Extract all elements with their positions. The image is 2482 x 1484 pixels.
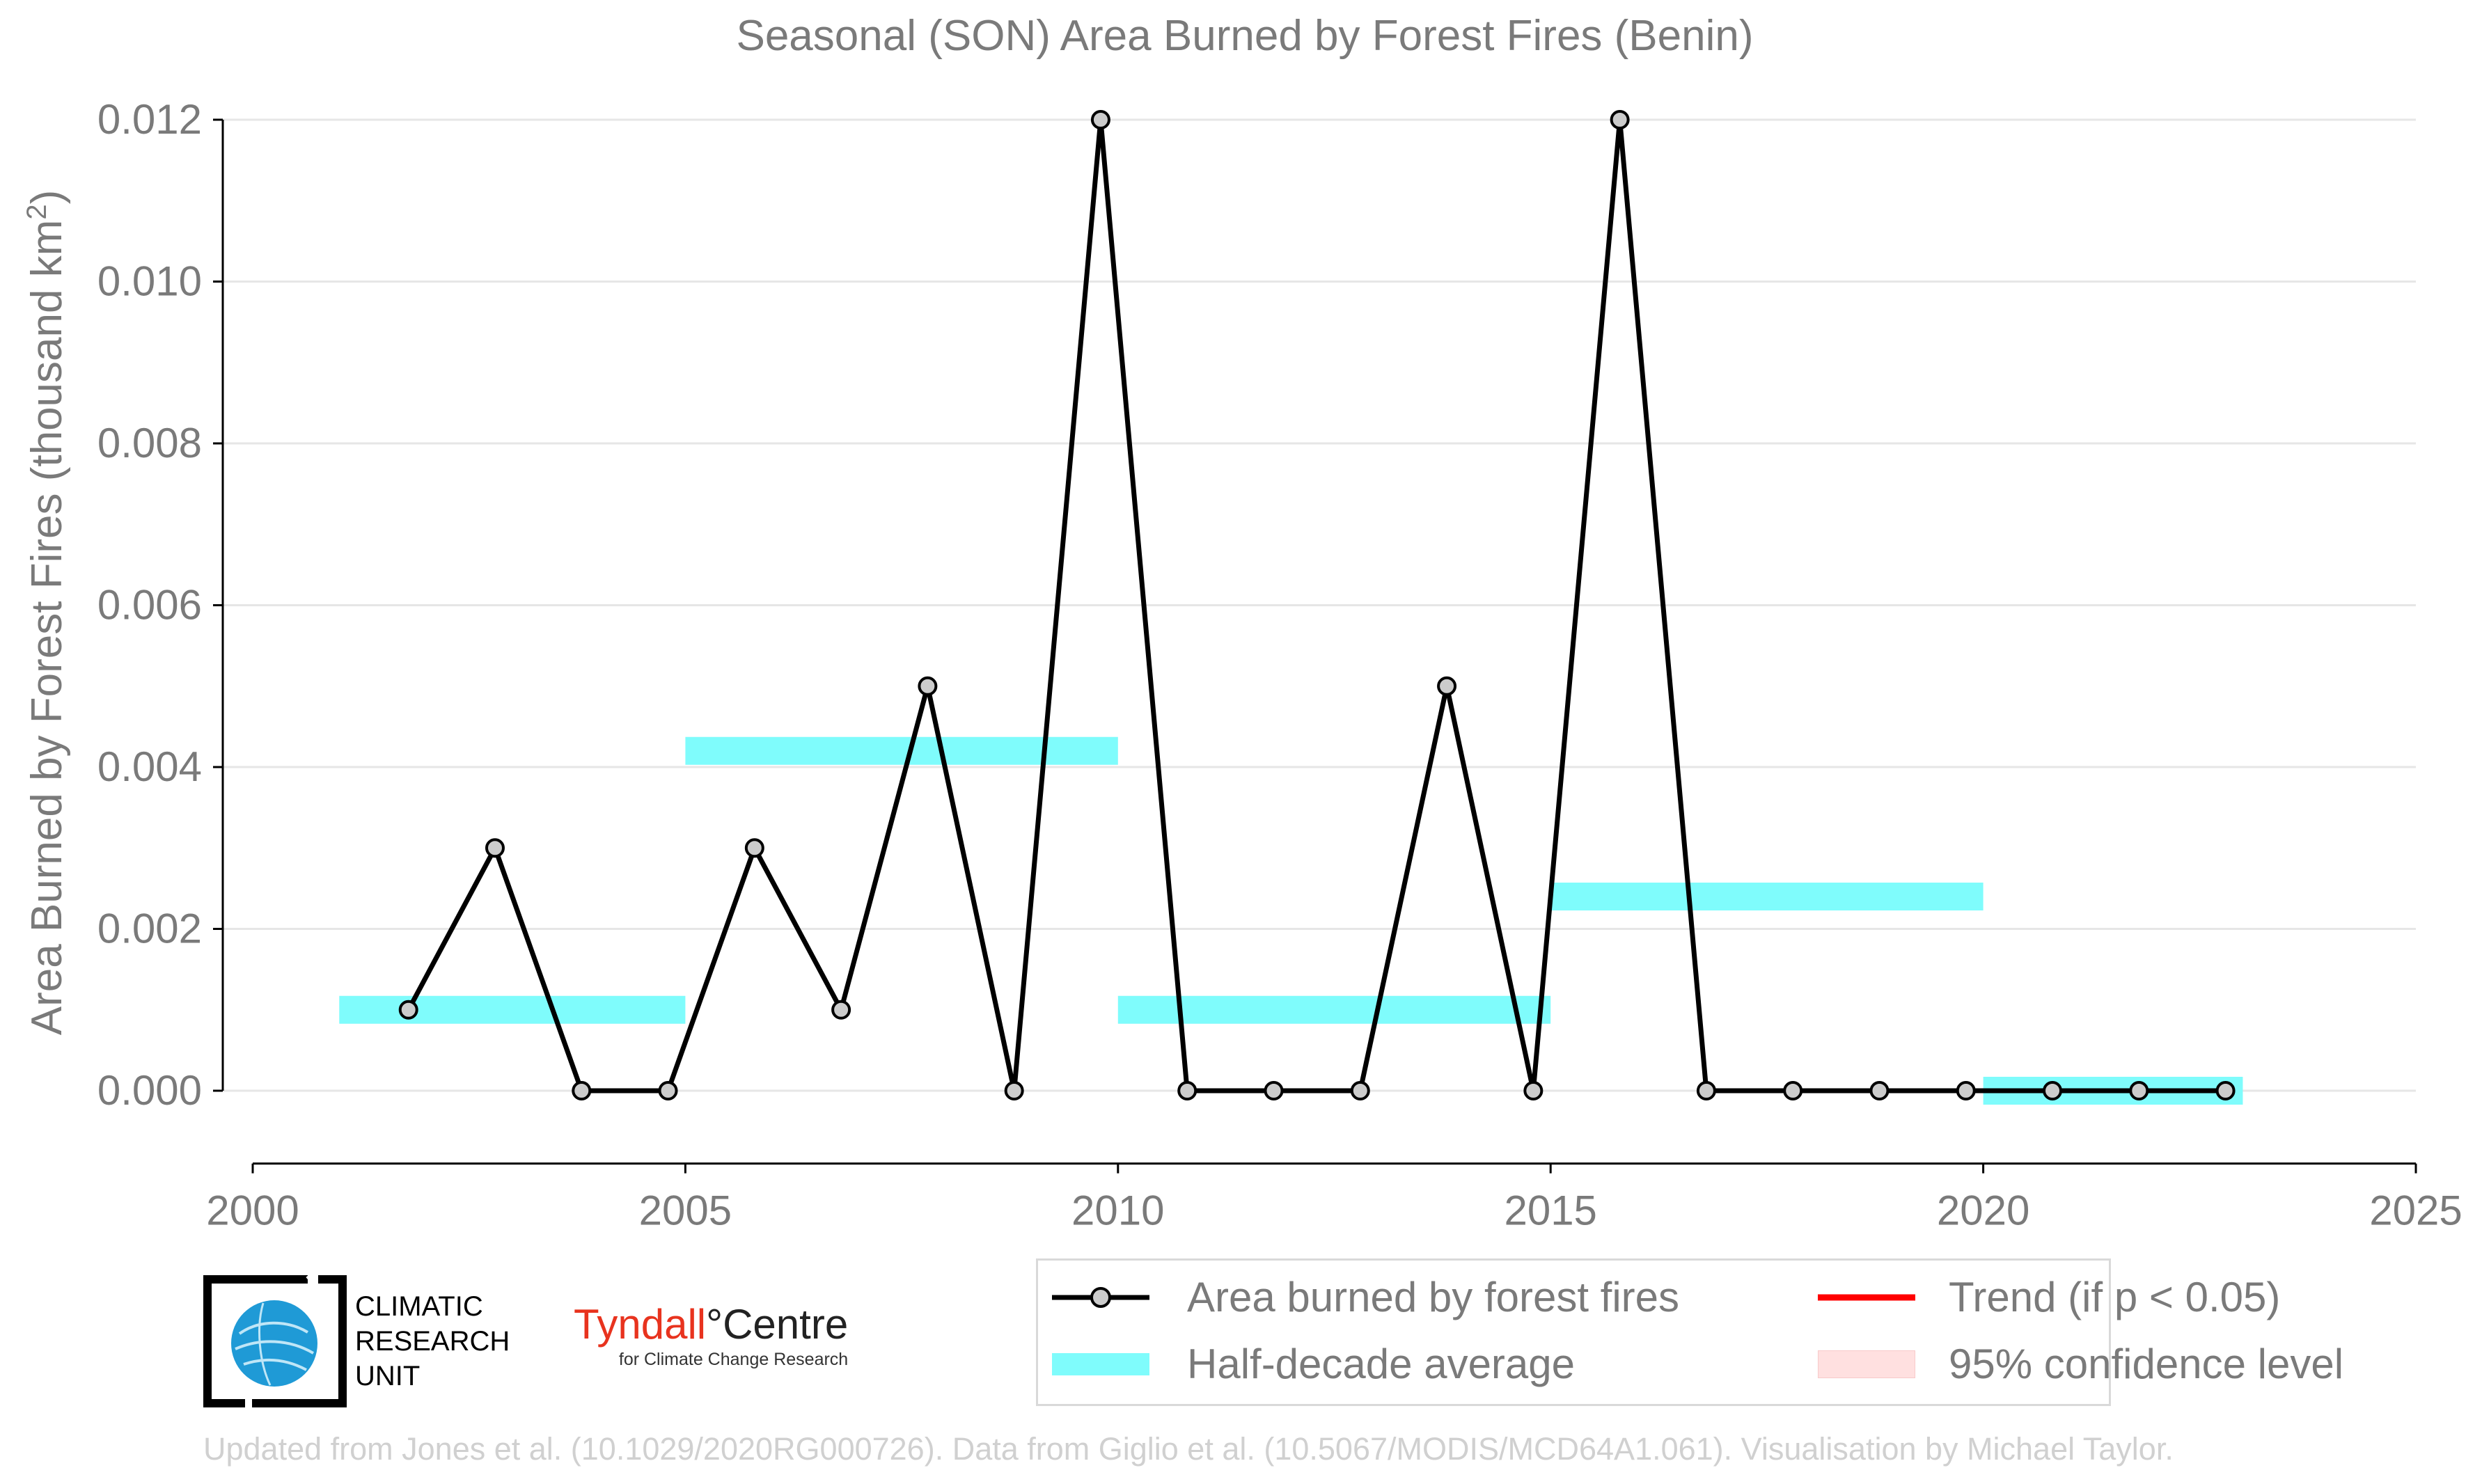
legend-label-half-decade: Half-decade average	[1187, 1341, 1576, 1387]
x-tick-label: 2020	[1937, 1187, 2029, 1234]
half-decade-average-bands	[339, 736, 2243, 1105]
cru-logo-text: CLIMATIC RESEARCH UNIT	[355, 1289, 510, 1394]
data-point	[1264, 1081, 1284, 1100]
data-point	[485, 838, 505, 858]
data-point	[831, 1000, 851, 1020]
legend-label-area-burned: Area burned by forest fires	[1187, 1274, 1680, 1320]
half-decade-average-band	[685, 736, 1118, 765]
data-series	[398, 110, 2236, 1100]
y-tick-label: 0.002	[97, 906, 202, 952]
half-decade-average-band	[1550, 883, 1984, 910]
y-tick-label: 0.008	[97, 420, 202, 466]
legend-band-icon	[1052, 1350, 1149, 1378]
cru-line-3: UNIT	[355, 1361, 421, 1391]
data-point	[398, 1000, 418, 1020]
data-point	[1177, 1081, 1197, 1100]
legend-item-trend: Trend (if p < 0.05)	[1818, 1273, 2280, 1321]
tyndall-subtitle: for Climate Change Research	[618, 1350, 849, 1369]
legend-item-area-burned: Area burned by forest fires	[1052, 1273, 1679, 1321]
footer-credits: Updated from Jones et al. (10.1029/2020R…	[203, 1431, 2174, 1467]
x-tick-label: 2000	[206, 1187, 299, 1234]
chart-title: Seasonal (SON) Area Burned by Forest Fir…	[736, 12, 1753, 60]
data-point	[1437, 676, 1457, 696]
axes	[213, 118, 2417, 1174]
data-point	[2129, 1081, 2149, 1100]
data-point	[658, 1081, 678, 1100]
data-point	[1090, 110, 1110, 129]
tyndall-logo: Tyndall°Centre for Climate Change Resear…	[574, 1300, 848, 1370]
half-decade-average-band	[339, 995, 686, 1024]
x-tick-label: 2025	[2369, 1187, 2462, 1234]
legend-fill-icon	[1817, 1349, 1916, 1379]
tyndall-part-1: Tyndall	[574, 1301, 707, 1348]
y-axis-label-superscript: 2	[22, 204, 52, 219]
data-point	[1696, 1081, 1716, 1100]
legend: Area burned by forest fires Trend (if p …	[1036, 1258, 2343, 1406]
cru-globe-icon	[203, 1265, 347, 1407]
y-tick-label: 0.012	[97, 96, 202, 143]
data-point	[1956, 1081, 1976, 1100]
data-point	[572, 1081, 592, 1100]
y-tick-label: 0.000	[97, 1067, 202, 1114]
data-point	[1610, 110, 1630, 129]
legend-line-icon	[1818, 1284, 1915, 1311]
y-axis-label-close: )	[23, 190, 71, 205]
legend-label-confidence: 95% confidence level	[1949, 1341, 2344, 1387]
legend-item-half-decade: Half-decade average	[1052, 1340, 1575, 1388]
data-point	[2215, 1081, 2236, 1100]
legend-item-confidence: 95% confidence level	[1817, 1340, 2344, 1388]
y-tick-label: 0.010	[97, 258, 202, 305]
legend-line-marker-icon	[1052, 1284, 1149, 1311]
y-tick-label: 0.004	[97, 743, 202, 790]
chart: Seasonal (SON) Area Burned by Forest Fir…	[22, 12, 2463, 1234]
data-point	[1869, 1081, 1890, 1100]
tyndall-part-2: °Centre	[706, 1301, 849, 1348]
legend-label-trend: Trend (if p < 0.05)	[1949, 1274, 2281, 1320]
data-point	[2043, 1081, 2063, 1100]
x-tick-label: 2015	[1504, 1187, 1596, 1234]
x-tick-label: 2005	[639, 1187, 732, 1234]
tick-labels: 0.000 0.002 0.004 0.006 0.008 0.010 0.012 2000 2…	[97, 96, 2463, 1234]
grid-lines	[223, 118, 2416, 1092]
data-point	[918, 676, 938, 696]
y-tick-label: 0.006	[97, 582, 202, 629]
y-axis-label: Area Burned by Forest Fires (thousand km…	[22, 190, 71, 1036]
cru-line-1: CLIMATIC	[355, 1291, 483, 1322]
x-tick-label: 2010	[1071, 1187, 1164, 1234]
tyndall-title: Tyndall°Centre	[574, 1300, 848, 1348]
series-line	[406, 119, 2226, 1094]
cru-logo	[203, 1265, 524, 1410]
data-point	[1350, 1081, 1370, 1100]
data-point	[1783, 1081, 1803, 1100]
data-point	[744, 838, 764, 858]
data-point	[1004, 1081, 1024, 1100]
data-point	[1523, 1081, 1544, 1100]
y-axis-label-main: Area Burned by Forest Fires (thousand km	[23, 220, 71, 1036]
half-decade-average-band	[1117, 995, 1551, 1024]
cru-line-2: RESEARCH	[355, 1326, 510, 1357]
